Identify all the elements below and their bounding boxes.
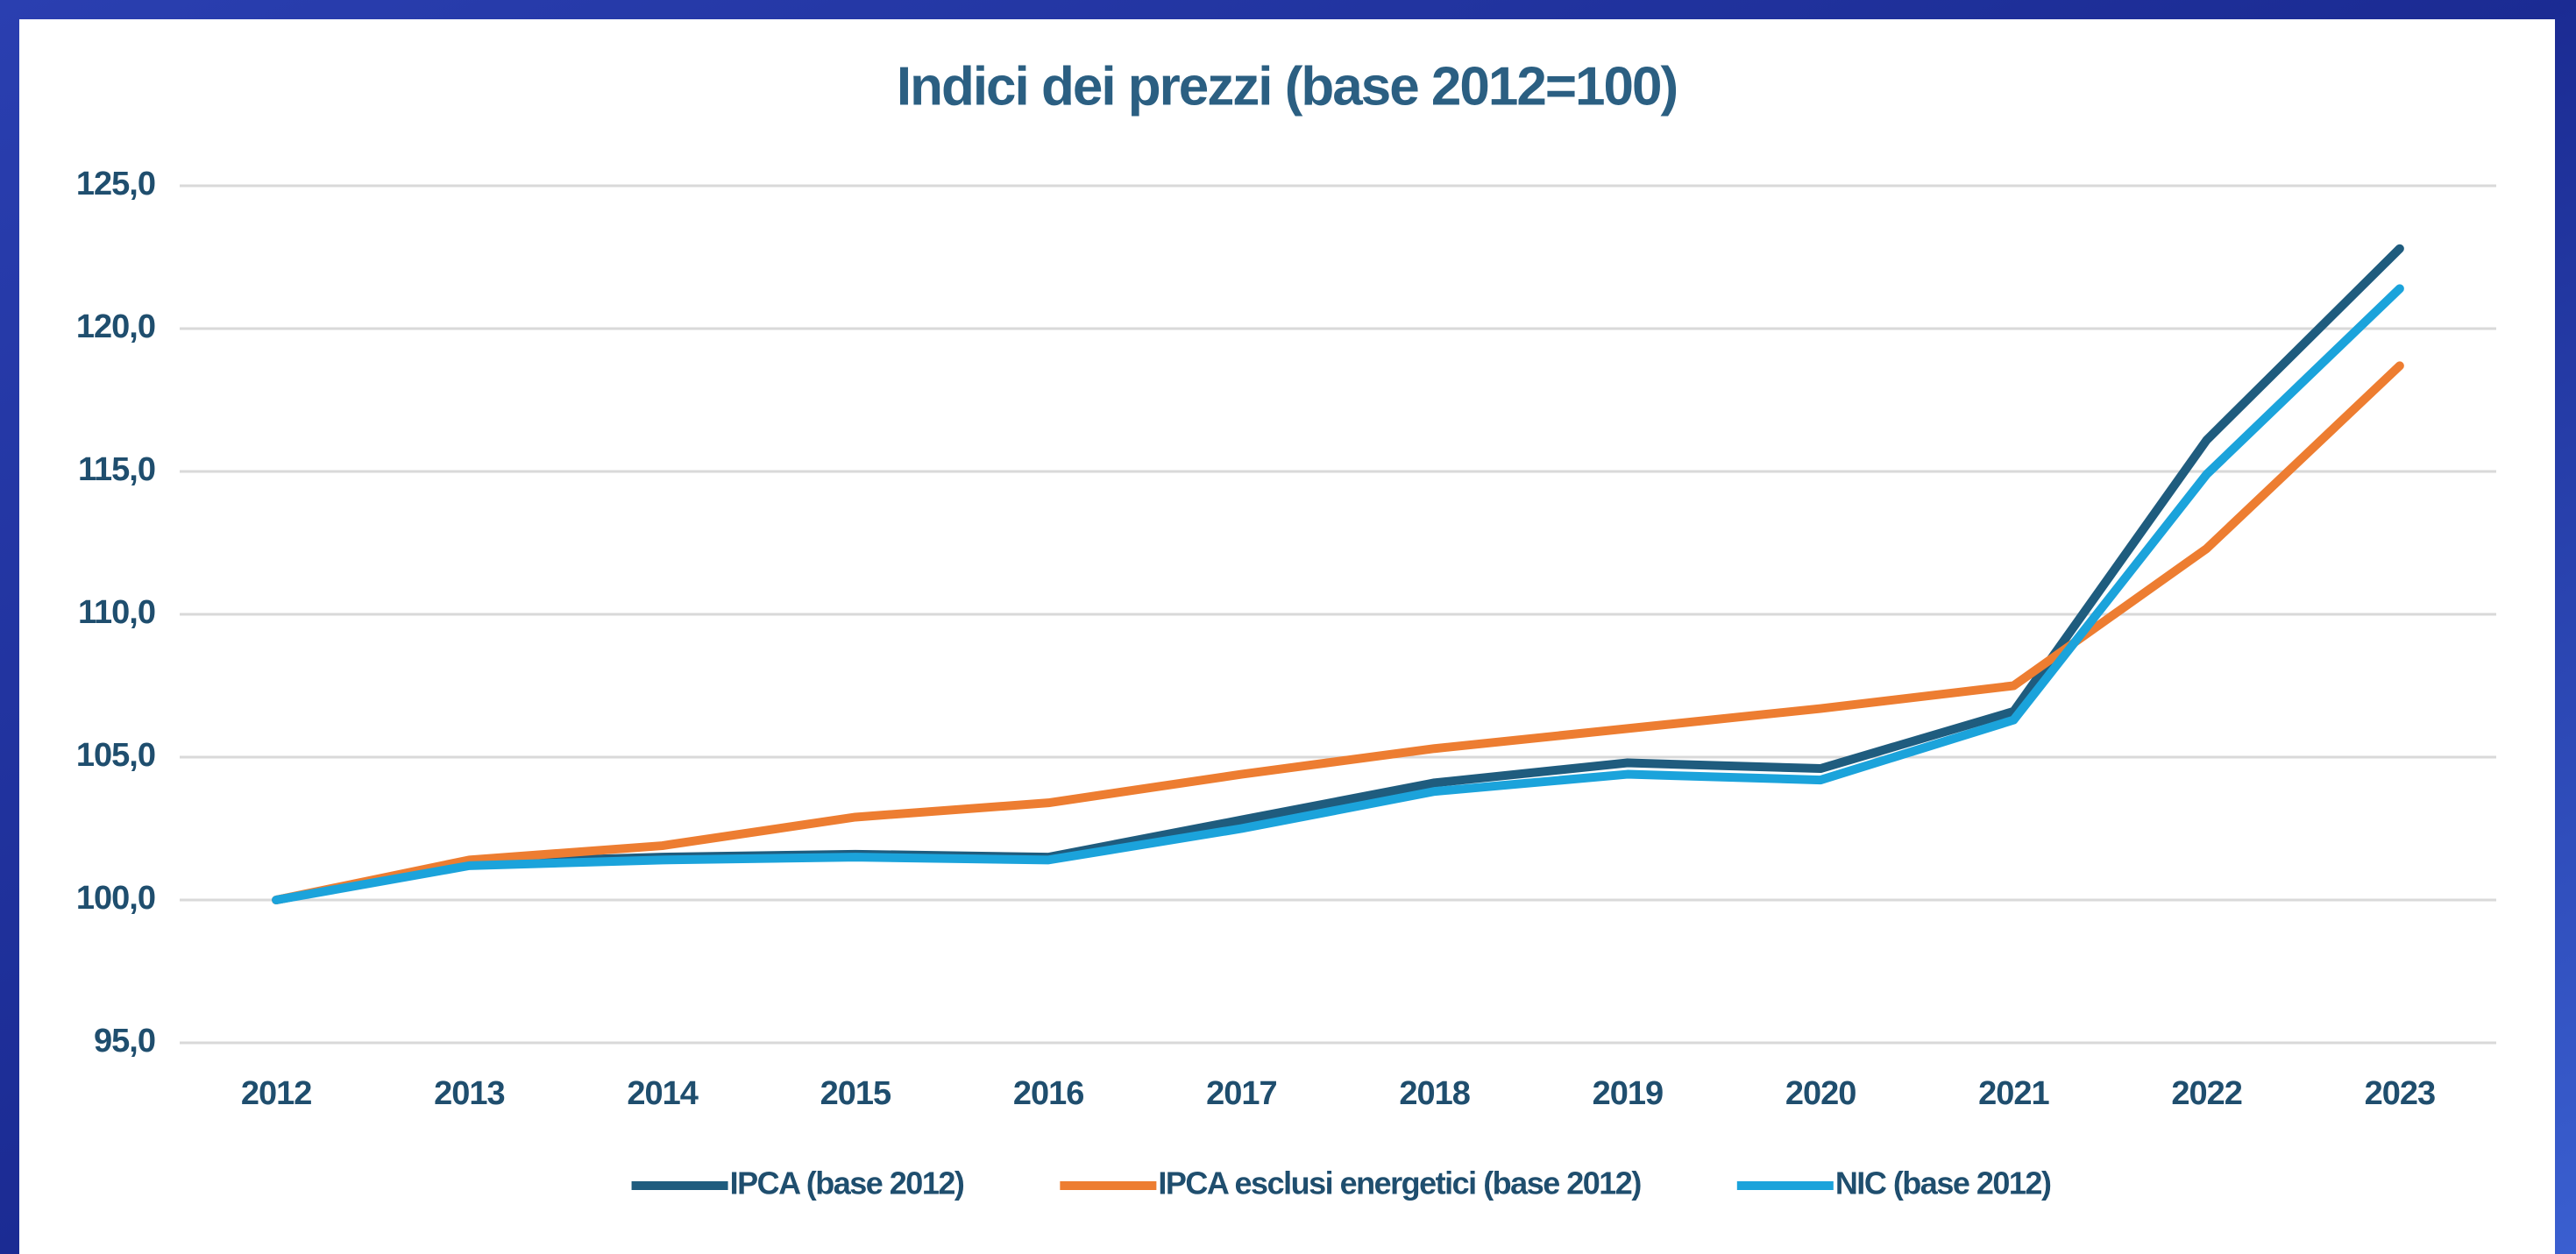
legend-label: IPCA esclusi energetici (base 2012) — [1158, 1165, 1641, 1201]
x-tick-label: 2012 — [241, 1075, 312, 1112]
panel — [19, 19, 2555, 1254]
x-tick-label: 2013 — [434, 1075, 505, 1112]
x-tick-label: 2018 — [1399, 1075, 1470, 1112]
y-tick-label: 115,0 — [78, 451, 155, 488]
x-tick-label: 2014 — [627, 1075, 698, 1112]
x-tick-label: 2023 — [2365, 1075, 2436, 1112]
y-tick-label: 120,0 — [76, 308, 155, 345]
y-tick-label: 95,0 — [94, 1023, 155, 1059]
x-tick-label: 2019 — [1593, 1075, 1664, 1112]
x-tick-label: 2022 — [2171, 1075, 2242, 1112]
y-tick-label: 125,0 — [76, 166, 155, 202]
chart-title: Indici dei prezzi (base 2012=100) — [897, 56, 1677, 117]
x-tick-label: 2017 — [1206, 1075, 1277, 1112]
line-series — [272, 284, 2404, 904]
x-tick-label: 2015 — [820, 1075, 891, 1112]
line-series — [272, 361, 2404, 904]
y-tick-label: 105,0 — [76, 737, 155, 774]
legend-label: NIC (base 2012) — [1835, 1165, 2051, 1201]
legend-label: IPCA (base 2012) — [730, 1165, 964, 1201]
x-tick-label: 2016 — [1013, 1075, 1084, 1112]
y-tick-label: 110,0 — [78, 594, 155, 631]
y-tick-label: 100,0 — [76, 880, 155, 917]
x-tick-label: 2021 — [1978, 1075, 2049, 1112]
x-tick-label: 2020 — [1785, 1075, 1856, 1112]
